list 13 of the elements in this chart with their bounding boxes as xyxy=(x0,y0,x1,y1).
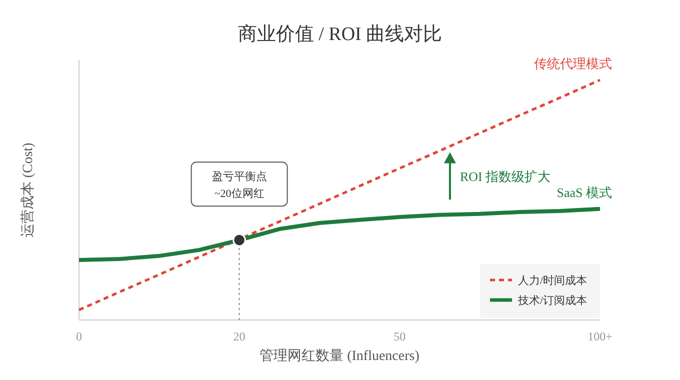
legend-label: 人力/时间成本 xyxy=(518,274,588,287)
annotation: 传统代理模式 xyxy=(534,56,612,71)
annotation: ROI 指数级扩大 xyxy=(460,168,551,184)
x-tick-label: 100+ xyxy=(588,330,613,344)
x-axis-title: 管理网红数量 (Influencers) xyxy=(260,348,420,364)
x-tick-label: 20 xyxy=(233,330,246,344)
chart-title: 商业价值 / ROI 曲线对比 xyxy=(238,23,442,45)
legend-label: 技术/订阅成本 xyxy=(517,294,588,307)
x-tick-label: 0 xyxy=(76,330,82,344)
y-axis-title: 运营成本 (Cost) xyxy=(20,142,36,238)
annotation: SaaS 模式 xyxy=(556,184,612,200)
annotation: 盈亏平衡点 ~20位网红 xyxy=(212,170,267,200)
x-tick-label: 50 xyxy=(394,330,406,344)
